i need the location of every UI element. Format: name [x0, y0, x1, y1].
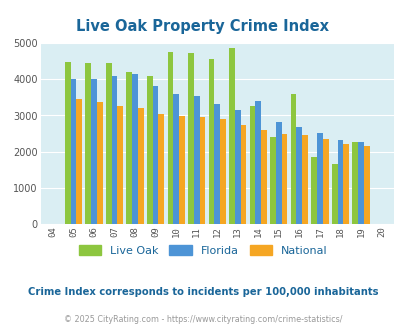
Legend: Live Oak, Florida, National: Live Oak, Florida, National [74, 241, 331, 260]
Bar [343, 144, 348, 224]
Bar [138, 108, 143, 224]
Bar [111, 76, 117, 224]
Bar [147, 76, 152, 224]
Bar [70, 79, 76, 224]
Bar [311, 157, 316, 224]
Bar [158, 114, 164, 224]
Bar [255, 101, 260, 224]
Bar [290, 94, 296, 224]
Bar [97, 102, 102, 224]
Bar [199, 117, 205, 224]
Bar [228, 48, 234, 224]
Bar [106, 63, 111, 224]
Bar [316, 133, 322, 224]
Bar [296, 127, 301, 224]
Bar [337, 140, 343, 224]
Bar [352, 142, 357, 224]
Bar [173, 94, 179, 224]
Text: Live Oak Property Crime Index: Live Oak Property Crime Index [76, 19, 329, 34]
Bar [240, 124, 246, 224]
Bar [152, 86, 158, 224]
Bar [65, 62, 70, 224]
Bar [126, 72, 132, 224]
Bar [179, 116, 184, 224]
Bar [357, 142, 363, 224]
Bar [85, 63, 91, 224]
Bar [208, 59, 214, 224]
Bar [269, 137, 275, 224]
Bar [220, 119, 225, 224]
Bar [281, 134, 287, 224]
Bar [363, 147, 369, 224]
Bar [275, 122, 281, 224]
Bar [331, 164, 337, 224]
Bar [76, 99, 82, 224]
Bar [234, 110, 240, 224]
Bar [322, 140, 328, 224]
Bar [188, 53, 193, 224]
Bar [193, 96, 199, 224]
Text: © 2025 CityRating.com - https://www.cityrating.com/crime-statistics/: © 2025 CityRating.com - https://www.city… [64, 315, 341, 324]
Bar [117, 106, 123, 224]
Bar [91, 79, 97, 224]
Bar [301, 135, 307, 224]
Bar [260, 130, 266, 224]
Bar [167, 52, 173, 224]
Text: Crime Index corresponds to incidents per 100,000 inhabitants: Crime Index corresponds to incidents per… [28, 287, 377, 297]
Bar [214, 104, 220, 224]
Bar [132, 74, 138, 224]
Bar [249, 106, 255, 224]
